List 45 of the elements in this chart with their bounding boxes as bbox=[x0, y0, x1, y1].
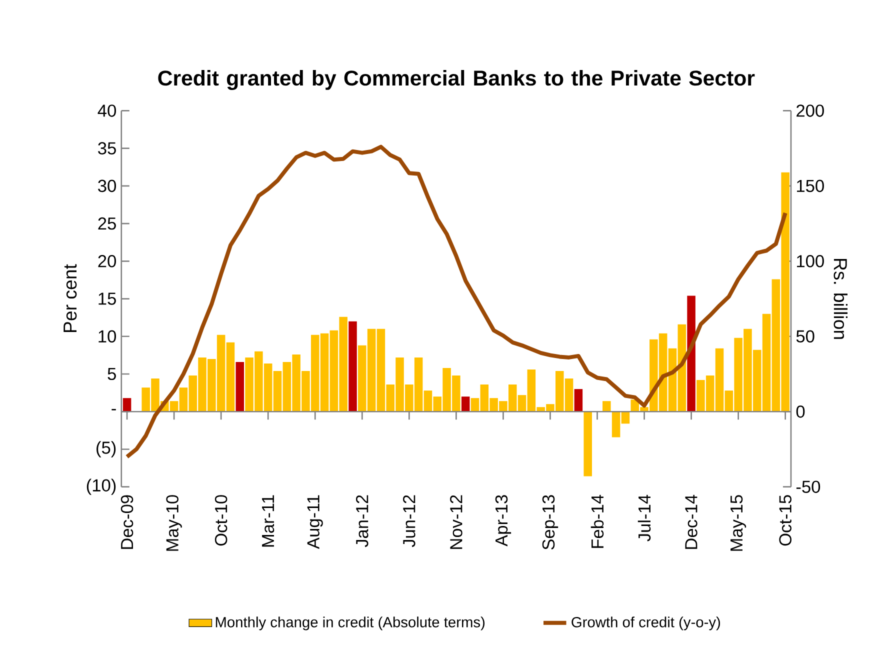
y-tick-label: 40 bbox=[98, 104, 116, 117]
y-tick-label: - bbox=[112, 409, 116, 410]
y-tick-label: (5) bbox=[96, 441, 116, 458]
y-tick-label: 20 bbox=[98, 255, 116, 268]
bar bbox=[574, 389, 583, 412]
x-tick-label: May-15 bbox=[730, 495, 746, 551]
chart-title: Credit granted by Commercial Banks to the Private Sector bbox=[158, 70, 755, 90]
bar bbox=[461, 396, 470, 412]
y-tick-label: (10) bbox=[86, 478, 116, 495]
y2-tick-label: 100 bbox=[797, 255, 824, 268]
x-tick-label: Jul-14 bbox=[638, 494, 651, 542]
x-tick-label: Mar-11 bbox=[262, 495, 274, 547]
y2-tick-label: -50 bbox=[796, 480, 820, 494]
x-tick-label: Nov-12 bbox=[450, 495, 462, 549]
y2-tick-label: 150 bbox=[797, 180, 824, 192]
x-tick-label: Apr-13 bbox=[495, 495, 512, 546]
x-tick-label: Oct-15 bbox=[779, 495, 792, 546]
bar bbox=[236, 362, 244, 412]
y2-tick-label: 200 bbox=[796, 104, 824, 117]
y-axis-title: Per cent bbox=[64, 264, 77, 332]
y-tick-label: 35 bbox=[98, 142, 116, 155]
y2-tick-label: 0 bbox=[796, 406, 805, 418]
x-tick-label: May-10 bbox=[166, 495, 182, 551]
x-tick-label: Sep-13 bbox=[542, 495, 558, 550]
y2-axis-title: Rs. billion bbox=[834, 259, 848, 339]
x-tick-label: Aug-11 bbox=[307, 495, 323, 550]
x-tick-label: Jun-12 bbox=[403, 495, 416, 548]
y-tick-label: 15 bbox=[98, 292, 116, 305]
bar bbox=[687, 296, 696, 412]
y-tick-label: 5 bbox=[108, 368, 116, 380]
bar bbox=[602, 401, 611, 412]
x-tick-label: Dec-09 bbox=[120, 495, 134, 549]
y-tick-label: 25 bbox=[98, 217, 116, 230]
bar bbox=[348, 321, 357, 412]
y2-tick-label: 50 bbox=[796, 330, 814, 343]
legend-label: Monthly change in credit (Absolute terms) bbox=[216, 616, 485, 630]
x-tick-label: Oct-10 bbox=[214, 495, 228, 546]
bar bbox=[122, 398, 132, 412]
bar bbox=[584, 412, 592, 476]
y-tick-label: 30 bbox=[98, 180, 116, 192]
x-tick-label: Jan-12 bbox=[356, 495, 368, 548]
legend-label: Growth of credit (y-o-y) bbox=[572, 616, 720, 630]
x-tick-label: Dec-14 bbox=[685, 494, 698, 549]
y-tick-label: 10 bbox=[98, 330, 116, 343]
x-tick-label: Feb-14 bbox=[590, 494, 604, 548]
